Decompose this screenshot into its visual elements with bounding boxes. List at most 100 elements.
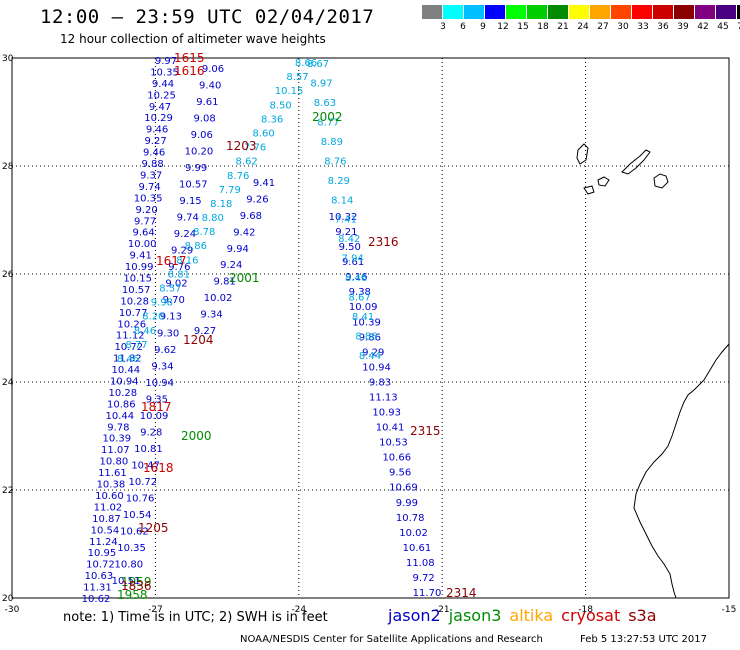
y-tick-label: 26 — [2, 270, 14, 280]
y-tick-label: 22 — [2, 486, 13, 496]
wave-height-value: 8.60 — [252, 128, 274, 139]
color-scale-swatch — [716, 5, 737, 19]
wave-height-value: 10.87 — [92, 514, 121, 525]
y-tick-label: 30 — [2, 54, 14, 64]
color-scale-label: 15 — [517, 22, 529, 32]
wave-height-value: 10.20 — [185, 147, 214, 158]
wave-height-value: 9.74 — [177, 213, 199, 224]
color-scale-swatch — [674, 5, 695, 19]
color-scale-label: 6 — [460, 22, 466, 32]
color-scale-labels: 36912151821242730333639424570(ft) — [422, 22, 740, 36]
color-scale-label: 21 — [557, 22, 569, 32]
wave-height-value: 10.02 — [204, 293, 233, 304]
wave-height-value: 11.12 — [116, 331, 145, 342]
wave-height-value: 8.18 — [210, 199, 232, 210]
color-scale-label: 30 — [617, 22, 629, 32]
x-tick-label: -24 — [291, 605, 306, 615]
wave-height-value: 10.15 — [123, 273, 152, 284]
wave-height-value: 10.86 — [107, 399, 136, 410]
legend-item-jason3: jason3 — [448, 606, 502, 625]
color-scale-swatch — [737, 5, 740, 19]
wave-height-value: 9.99 — [396, 498, 418, 509]
wave-height-value: 9.06 — [202, 64, 224, 75]
wave-height-value: 11.13 — [369, 392, 398, 403]
coastline-africa — [633, 343, 730, 599]
wave-height-value: 11.31 — [83, 583, 112, 594]
wave-height-value: 9.83 — [369, 377, 391, 388]
wave-height-value: 9.70 — [163, 295, 185, 306]
wave-height-value: 8.62 — [236, 157, 258, 168]
coastlines — [576, 143, 730, 599]
wave-height-value: 10.35 — [150, 67, 179, 78]
wave-height-value: 9.02 — [165, 279, 187, 290]
wave-height-value: 9.97 — [155, 56, 177, 67]
wave-height-value: 10.62 — [120, 526, 149, 537]
wave-height-value: 10.94 — [145, 378, 174, 389]
pass-time-label: 1616 — [174, 64, 205, 78]
generation-timestamp: Feb 5 13:27:53 UTC 2017 — [580, 634, 707, 645]
wave-height-value: 10.09 — [349, 302, 378, 313]
island-la-palma — [576, 143, 589, 165]
wave-height-value: 9.08 — [193, 114, 215, 125]
wave-height-value: 10.93 — [372, 408, 401, 419]
wave-height-value: 9.78 — [107, 422, 129, 433]
wave-height-value: 10.57 — [179, 180, 208, 191]
island-gran-canaria — [653, 173, 669, 189]
wave-height-value: 10.80 — [100, 457, 129, 468]
wave-height-value: 10.94 — [362, 362, 391, 373]
wave-height-value: 8.86 — [355, 332, 377, 343]
wave-height-value: 10.26 — [117, 319, 146, 330]
color-scale-label: 39 — [677, 22, 689, 32]
color-scale-label: 45 — [717, 22, 729, 32]
color-scale-label: 33 — [637, 22, 649, 32]
wave-height-value: 8.42 — [338, 234, 360, 245]
wave-height-value: 8.46 — [134, 326, 156, 337]
island-tenerife — [621, 149, 651, 175]
color-scale-swatch — [443, 5, 464, 19]
wave-height-value: 9.47 — [149, 102, 171, 113]
color-scale-label: 27 — [597, 22, 609, 32]
wave-height-value: 9.77 — [134, 216, 156, 227]
wave-height-value: 11.07 — [101, 445, 130, 456]
wave-height-value: 9.62 — [154, 345, 176, 356]
wave-height-value: 7.76 — [244, 143, 266, 154]
wave-height-value: 8.63 — [314, 98, 336, 109]
wave-height-value: 10.29 — [144, 113, 173, 124]
wave-height-value: 9.29 — [362, 347, 384, 358]
legend-item-cryosat: cryosat — [561, 606, 621, 625]
wave-height-value: 10.66 — [382, 453, 411, 464]
pass-time-label: 1615 — [174, 51, 205, 65]
color-scale-label: 42 — [697, 22, 709, 32]
wave-height-value: 9.64 — [133, 228, 155, 239]
wave-height-value: 9.72 — [413, 573, 435, 584]
wave-height-value: 10.72 — [129, 477, 158, 488]
color-scale-swatch — [548, 5, 569, 19]
wave-height-value: 10.09 — [140, 411, 169, 422]
wave-height-value: 7.79 — [219, 185, 241, 196]
wave-height-value: 10.51 — [112, 576, 141, 587]
wave-height-value: 8.44 — [359, 351, 381, 362]
wave-height-value: 11.61 — [98, 468, 127, 479]
wave-height-value: 10.32 — [329, 212, 358, 223]
wave-height-value: 9.26 — [246, 194, 268, 205]
wave-height-value: 9.27 — [194, 326, 216, 337]
wave-height-value: 9.46 — [143, 148, 165, 159]
wave-height-value: 9.40 — [199, 81, 221, 92]
wave-height-value: 9.34 — [151, 361, 173, 372]
wave-height-value: 10.72 — [114, 342, 143, 353]
x-tick-label: -21 — [435, 605, 450, 615]
wave-height-value: 10.63 — [85, 571, 114, 582]
color-scale-label: 36 — [657, 22, 669, 32]
y-tick-label: 24 — [2, 378, 14, 388]
wave-height-value: 8.57 — [286, 72, 308, 83]
map-title: 12:00 – 23:59 UTC 02/04/2017 — [40, 6, 375, 28]
wave-height-value: 10.28 — [108, 388, 137, 399]
wave-height-value: 8.81 — [168, 269, 190, 280]
wave-height-value: 9.42 — [233, 227, 255, 238]
wave-height-value: 9.61 — [196, 97, 218, 108]
wave-height-value: 9.86 — [359, 332, 381, 343]
credit-line: NOAA/NESDIS Center for Satellite Applica… — [240, 634, 543, 645]
wave-height-value: 8.20 — [142, 312, 164, 323]
wave-height-value: 9.94 — [227, 244, 249, 255]
